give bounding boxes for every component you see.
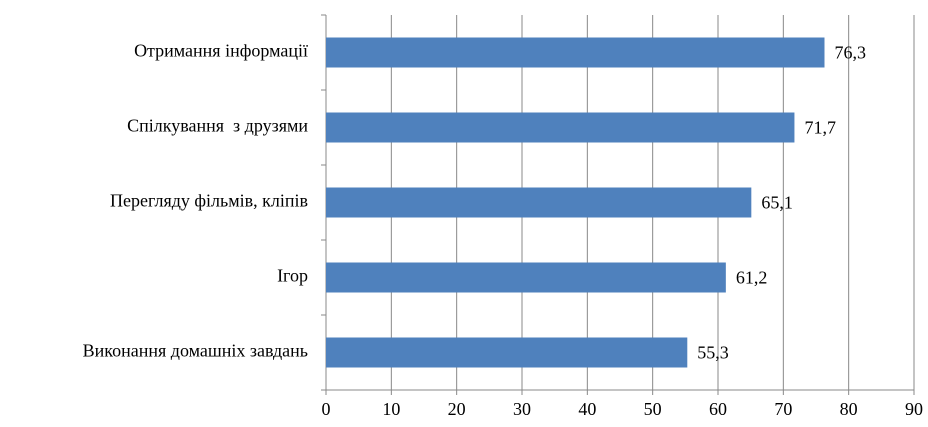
- value-label: 61,2: [736, 268, 768, 288]
- x-tick-label: 70: [774, 399, 792, 419]
- x-tick-label: 50: [644, 399, 662, 419]
- y-tick-label: Ігор: [277, 266, 308, 286]
- bar: [326, 112, 795, 143]
- y-tick-label: Перегляду фільмів, кліпів: [110, 191, 308, 211]
- bar: [326, 262, 726, 293]
- value-label: 76,3: [834, 43, 866, 63]
- value-label: 71,7: [804, 118, 836, 138]
- x-tick-label: 60: [709, 399, 727, 419]
- y-tick-label: Виконання домашніх завдань: [83, 341, 308, 361]
- value-label: 65,1: [761, 193, 793, 213]
- value-label: 55,3: [697, 343, 729, 363]
- x-tick-label: 10: [382, 399, 400, 419]
- y-tick-label: Отримання інформації: [134, 41, 308, 61]
- x-tick-label: 30: [513, 399, 531, 419]
- bar: [326, 37, 825, 68]
- bar: [326, 337, 688, 368]
- x-tick-label: 40: [578, 399, 596, 419]
- y-tick-label: Спілкування з друзями: [127, 116, 308, 136]
- x-tick-label: 80: [840, 399, 858, 419]
- x-tick-label: 20: [448, 399, 466, 419]
- x-tick-label: 90: [905, 399, 923, 419]
- x-tick-label: 0: [322, 399, 331, 419]
- bar: [326, 187, 752, 218]
